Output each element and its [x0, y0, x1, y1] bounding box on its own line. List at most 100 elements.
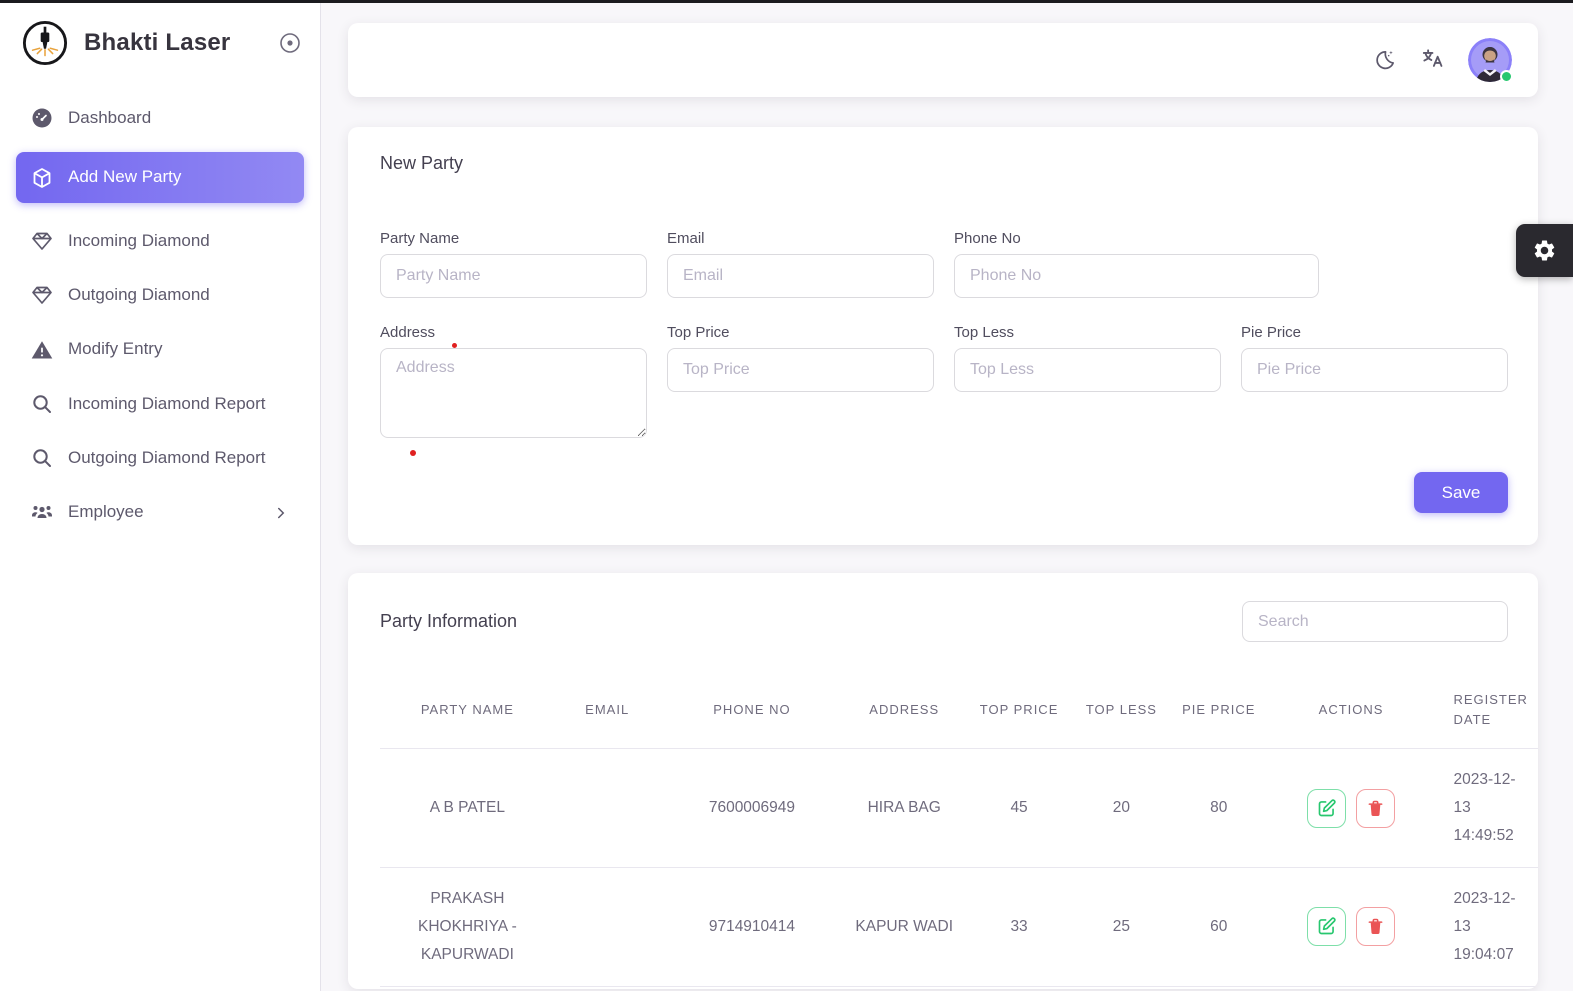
address-field: Address — [380, 324, 647, 438]
gear-icon — [1532, 238, 1557, 263]
edit-button[interactable] — [1307, 907, 1347, 947]
pie-price-input[interactable] — [1241, 348, 1508, 392]
address-label: Address — [380, 324, 436, 341]
phone-no-label: Phone No — [954, 230, 1021, 247]
user-avatar[interactable] — [1468, 38, 1513, 83]
sidebar-item-label: Outgoing Diamond Report — [68, 448, 266, 468]
search-icon — [30, 392, 54, 416]
table-row: A B PATEL 7600006949 HIRA BAG 45 20 80 — [380, 748, 1538, 868]
search-icon — [30, 446, 54, 470]
cell-pie-price: 60 — [1168, 867, 1269, 987]
email-input[interactable] — [667, 254, 934, 298]
party-name-input[interactable] — [380, 254, 647, 298]
cell-top-less: 20 — [1073, 748, 1169, 868]
sidebar-item-outgoing-diamond[interactable]: Outgoing Diamond — [16, 275, 304, 315]
phone-no-input[interactable] — [954, 254, 1319, 298]
brand: Bhakti Laser — [0, 16, 320, 66]
new-party-card: New Party Party Name Email Phone No Addr… — [348, 127, 1538, 545]
cell-party-name: PRAKASH KHOKHRIYA - KAPURWADI — [380, 867, 555, 987]
table-header-row: Party Information — [348, 573, 1538, 642]
cell-party-name: A B PATEL — [380, 748, 555, 868]
sidebar-item-add-new-party[interactable]: Add New Party — [16, 152, 304, 203]
red-annotation-dot — [410, 450, 416, 456]
sidebar-pin-toggle-icon[interactable] — [278, 31, 302, 55]
email-label: Email — [667, 230, 705, 247]
party-information-card: Party Information Party Name Email Phone… — [348, 573, 1538, 989]
table-card-title: Party Information — [380, 611, 518, 631]
col-top-price: Top Price — [964, 672, 1074, 750]
phone-no-field: Phone No — [954, 230, 1319, 298]
party-name-label: Party Name — [380, 230, 460, 247]
cell-actions — [1268, 867, 1434, 987]
sidebar-nav: Dashboard Add New Party Incoming Diamond — [0, 98, 320, 533]
top-price-label: Top Price — [667, 324, 730, 341]
cell-actions — [1268, 748, 1434, 868]
diamond-icon — [30, 283, 54, 307]
cell-phone-no: 9714910414 — [659, 867, 845, 987]
search-input[interactable] — [1242, 601, 1508, 642]
top-price-field: Top Price — [667, 324, 934, 438]
cell-address: HIRA BAG — [844, 748, 965, 868]
sidebar-item-dashboard[interactable]: Dashboard — [16, 98, 304, 138]
top-price-input[interactable] — [667, 348, 934, 392]
col-address: Address — [844, 672, 965, 750]
top-less-label: Top Less — [954, 324, 1015, 341]
sidebar-item-label: Incoming Diamond Report — [68, 393, 266, 413]
sidebar-item-label: Outgoing Diamond — [68, 285, 210, 305]
col-top-less: Top Less — [1073, 672, 1169, 750]
main-content: New Party Party Name Email Phone No Addr… — [321, 0, 1573, 991]
dashboard-icon — [30, 106, 54, 130]
cell-email — [554, 748, 660, 868]
table-head: Party Name Email Phone No Address Top Pr… — [380, 672, 1538, 750]
sidebar-item-incoming-diamond[interactable]: Incoming Diamond — [16, 221, 304, 261]
online-status-dot — [1500, 70, 1513, 83]
brand-logo-icon — [22, 20, 68, 66]
cell-register-date: 2023-12-13 14:49:52 — [1433, 748, 1538, 868]
party-name-field: Party Name — [380, 230, 647, 298]
delete-button[interactable] — [1356, 788, 1396, 828]
sidebar-item-label: Incoming Diamond — [68, 230, 210, 250]
form-row-2: Address Top Price Top Less Pie Price — [380, 324, 1508, 438]
box-icon — [30, 166, 54, 190]
col-actions: Actions — [1268, 672, 1434, 750]
form-card-title: New Party — [380, 153, 464, 173]
dark-mode-icon[interactable] — [1372, 47, 1398, 73]
cell-pie-price: 80 — [1168, 748, 1269, 868]
pie-price-field: Pie Price — [1241, 324, 1508, 438]
translate-icon[interactable] — [1420, 47, 1446, 73]
party-table: Party Name Email Phone No Address Top Pr… — [380, 672, 1538, 987]
col-register-date: Register Date — [1433, 672, 1538, 750]
edit-button[interactable] — [1307, 788, 1347, 828]
sidebar-item-outgoing-diamond-report[interactable]: Outgoing Diamond Report — [16, 438, 304, 478]
save-row: Save — [380, 472, 1508, 513]
sidebar-item-label: Dashboard — [68, 108, 152, 127]
cell-address: KAPUR WADI — [844, 867, 965, 987]
delete-button[interactable] — [1356, 907, 1396, 947]
sidebar-item-label: Add New Party — [68, 167, 182, 187]
col-pie-price: Pie Price — [1168, 672, 1269, 750]
users-icon — [30, 501, 54, 525]
top-less-input[interactable] — [954, 348, 1221, 392]
sidebar-item-modify-entry[interactable]: Modify Entry — [16, 329, 304, 369]
warning-icon — [30, 338, 54, 362]
top-less-field: Top Less — [954, 324, 1221, 438]
top-header-bar — [348, 23, 1538, 97]
email-field: Email — [667, 230, 934, 298]
col-party-name: Party Name — [380, 672, 555, 750]
table-row: PRAKASH KHOKHRIYA - KAPURWADI 9714910414… — [380, 867, 1538, 987]
address-textarea[interactable] — [380, 348, 647, 438]
brand-name: Bhakti Laser — [84, 29, 231, 56]
settings-button[interactable] — [1516, 224, 1573, 277]
sidebar-item-employee[interactable]: Employee — [16, 492, 304, 532]
sidebar-item-label: Modify Entry — [68, 339, 163, 359]
sidebar-item-label: Employee — [68, 502, 144, 522]
cell-email — [554, 867, 660, 987]
form-row-1: Party Name Email Phone No — [380, 230, 1508, 298]
sidebar-item-incoming-diamond-report[interactable]: Incoming Diamond Report — [16, 384, 304, 424]
diamond-icon — [30, 229, 54, 253]
cell-top-less: 25 — [1073, 867, 1169, 987]
cell-top-price: 45 — [964, 748, 1074, 868]
save-button[interactable]: Save — [1414, 472, 1508, 513]
col-email: Email — [554, 672, 660, 750]
table-wrapper: Party Name Email Phone No Address Top Pr… — [348, 672, 1538, 987]
